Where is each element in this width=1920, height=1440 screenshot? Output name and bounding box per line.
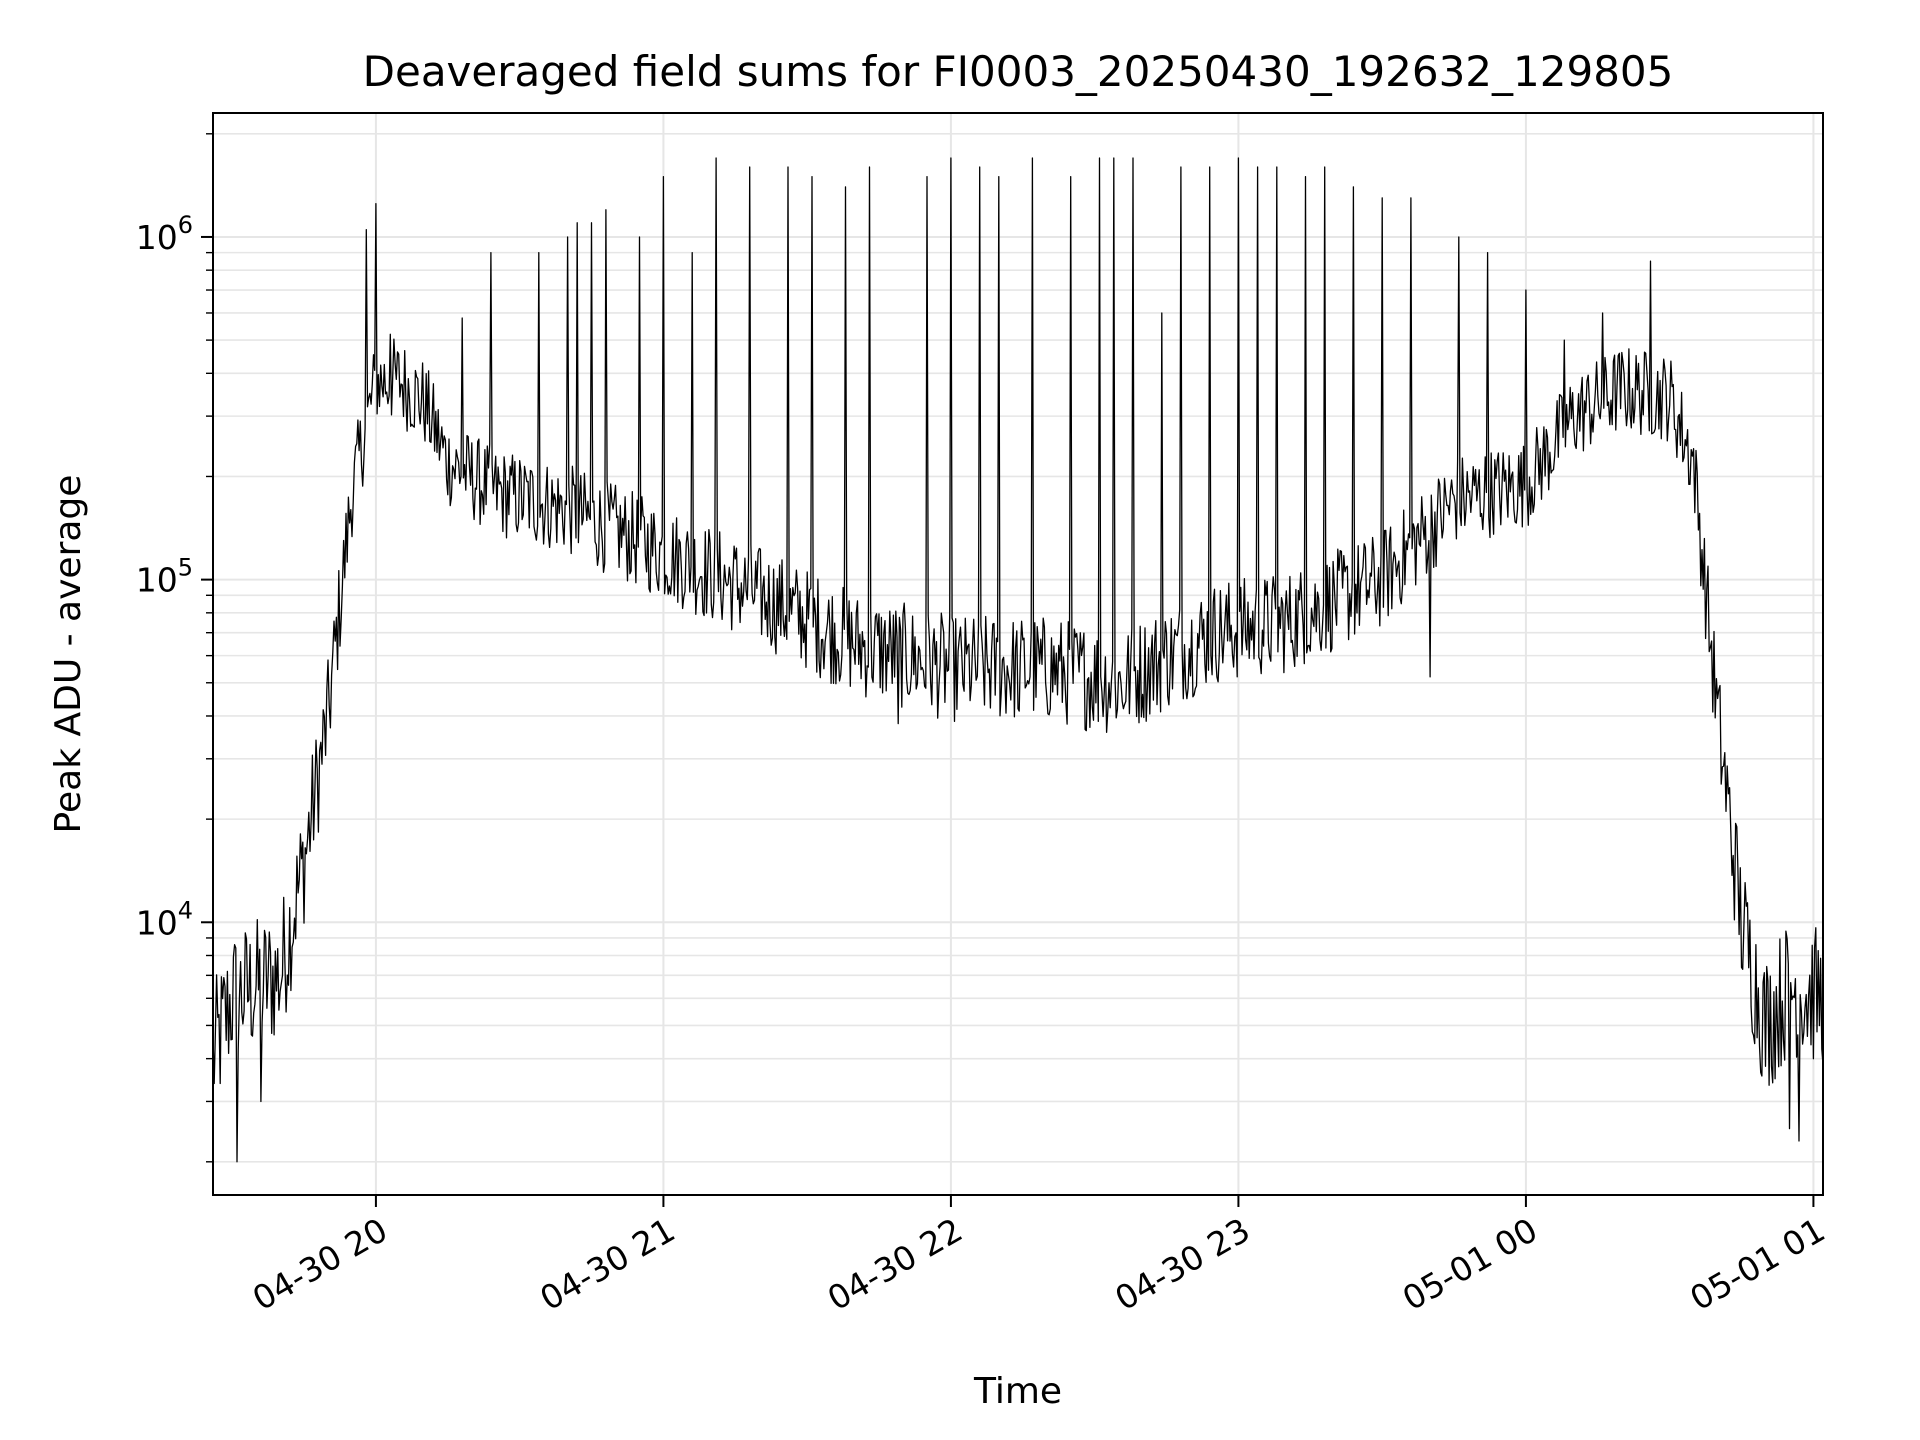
series-group bbox=[212, 157, 1824, 1163]
y-tick-label: 105 bbox=[136, 554, 193, 600]
y-axis: 104 105 106 bbox=[136, 133, 213, 1163]
series-line bbox=[212, 157, 1824, 1163]
y-tick-label: 106 bbox=[136, 211, 193, 257]
plot-frame bbox=[212, 112, 1824, 1196]
x-axis-label: Time bbox=[973, 1371, 1062, 1412]
y-axis-label: Peak ADU - average bbox=[48, 475, 89, 834]
chart-title: Deaveraged field sums for FI0003_2025043… bbox=[363, 47, 1674, 96]
y-tick-label: 104 bbox=[136, 896, 193, 942]
